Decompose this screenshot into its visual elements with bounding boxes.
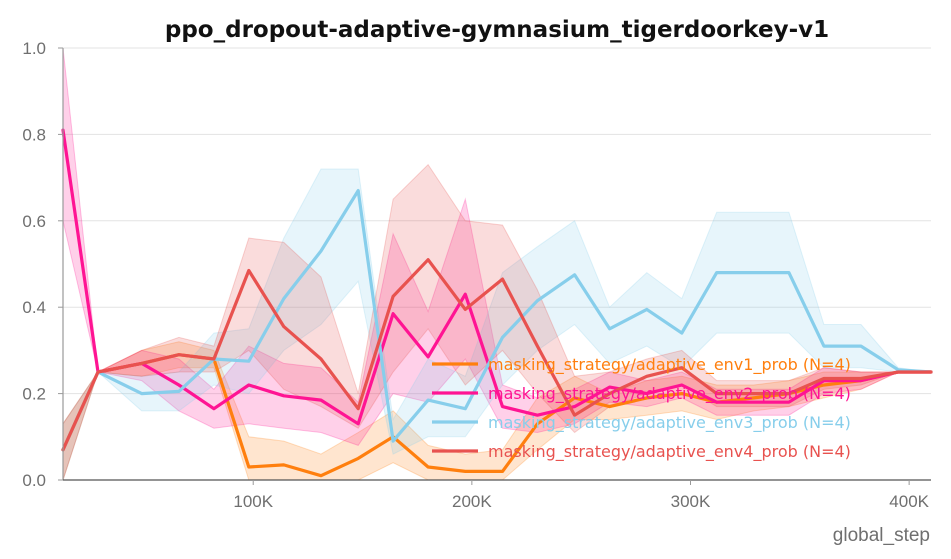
legend-label: masking_strategy/adaptive_env3_prob (N=4… [488,413,851,433]
x-axis-label: global_step [833,525,930,546]
y-tick-label: 0.8 [22,125,46,144]
x-tick-label: 100K [233,492,273,511]
y-tick-label: 0.4 [22,298,46,317]
legend-label: masking_strategy/adaptive_env2_prob (N=4… [488,384,851,404]
x-tick-label: 200K [452,492,492,511]
legend-label: masking_strategy/adaptive_env4_prob (N=4… [488,442,851,462]
y-tick-label: 1.0 [22,39,46,58]
x-tick-label: 400K [889,492,929,511]
axes [62,48,931,481]
x-axis-ticks: 100K 200K 300K 400K [233,480,930,511]
legend-label: masking_strategy/adaptive_env1_prob (N=4… [488,355,851,375]
y-axis-ticks: 0.0 0.2 0.4 0.6 0.8 1.0 [22,39,63,490]
legend: masking_strategy/adaptive_env1_prob (N=4… [432,355,851,462]
x-tick-label: 300K [671,492,711,511]
chart-title: ppo_dropout-adaptive-gymnasium_tigerdoor… [165,17,829,43]
y-tick-label: 0.2 [22,385,46,404]
y-tick-label: 0.0 [22,471,46,490]
series-lines [61,128,933,478]
y-tick-label: 0.6 [22,212,46,231]
